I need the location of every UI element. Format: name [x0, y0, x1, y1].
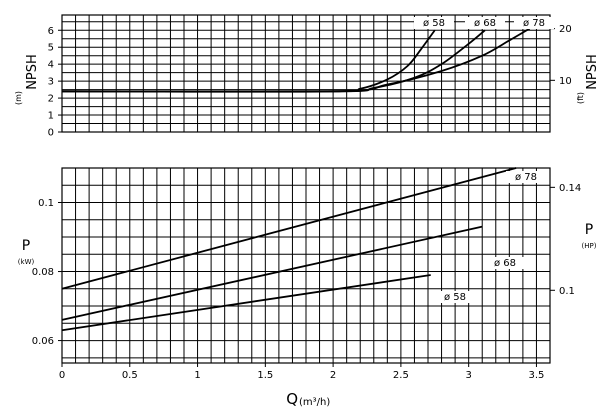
left-tick-label: 6 [48, 26, 54, 37]
x-axis-unit: (m³/h) [299, 397, 330, 408]
x-tick-label: 3.5 [528, 370, 544, 381]
y2-axis-unit-npsh: (ft) [576, 92, 585, 104]
right-tick-label: 0.1 [559, 286, 575, 297]
left-tick-label: 3 [48, 77, 54, 88]
series-line-0-0 [61, 29, 436, 93]
left-tick-label: 1 [48, 111, 54, 122]
series-line-0-1 [61, 29, 486, 93]
left-tick-label: 4 [48, 60, 54, 71]
left-tick-label: 2 [48, 94, 54, 105]
left-tick-label: 0 [48, 128, 54, 139]
series-line-1-0 [61, 167, 517, 290]
left-tick-label: 0.06 [32, 336, 54, 347]
y-axis-title-npsh: NPSH [25, 54, 40, 90]
y-axis-unit-npsh: (m) [14, 91, 23, 105]
y-axis-unit-power: (kW) [18, 258, 35, 266]
x-axis-title: Q [286, 390, 298, 408]
x-tick-label: 1 [194, 370, 200, 381]
series-line-0-2 [61, 27, 531, 93]
y2-axis-title-power: P [585, 222, 593, 238]
x-tick-label: 1.5 [257, 370, 273, 381]
series-label: ø 58 [444, 292, 466, 303]
y2-axis-unit-power: (HP) [582, 242, 597, 250]
x-tick-label: 3 [465, 370, 471, 381]
series-label-bg [506, 171, 546, 183]
series-line-1-1 [61, 225, 483, 321]
x-tick-label: 2 [330, 370, 336, 381]
series-label: ø 78 [515, 172, 537, 183]
right-tick-label: 20 [559, 24, 572, 35]
series-label-bg [435, 291, 475, 303]
series-label: ø 68 [474, 18, 496, 29]
series-label: ø 68 [494, 258, 516, 269]
left-tick-label: 5 [48, 43, 54, 54]
x-tick-label: 0 [59, 370, 65, 381]
left-tick-label: 0.1 [38, 198, 54, 209]
plot-frame [61, 167, 551, 364]
y-axis-title-power: P [22, 238, 30, 254]
series-label: ø 58 [423, 18, 445, 29]
series-label-bg [465, 17, 505, 29]
right-tick-label: 0.14 [559, 183, 581, 194]
y2-axis-title-npsh: NPSH [585, 54, 600, 90]
plot-frame [61, 14, 551, 133]
series-label-bg [414, 17, 454, 29]
series-label-bg [514, 17, 554, 29]
x-tick-label: 0.5 [122, 370, 138, 381]
left-tick-label: 0.08 [32, 267, 54, 278]
right-tick-label: 10 [559, 76, 572, 87]
x-tick-label: 2.5 [393, 370, 409, 381]
series-label-bg [485, 257, 525, 269]
series-line-1-2 [61, 274, 431, 332]
series-label: ø 78 [523, 18, 545, 29]
